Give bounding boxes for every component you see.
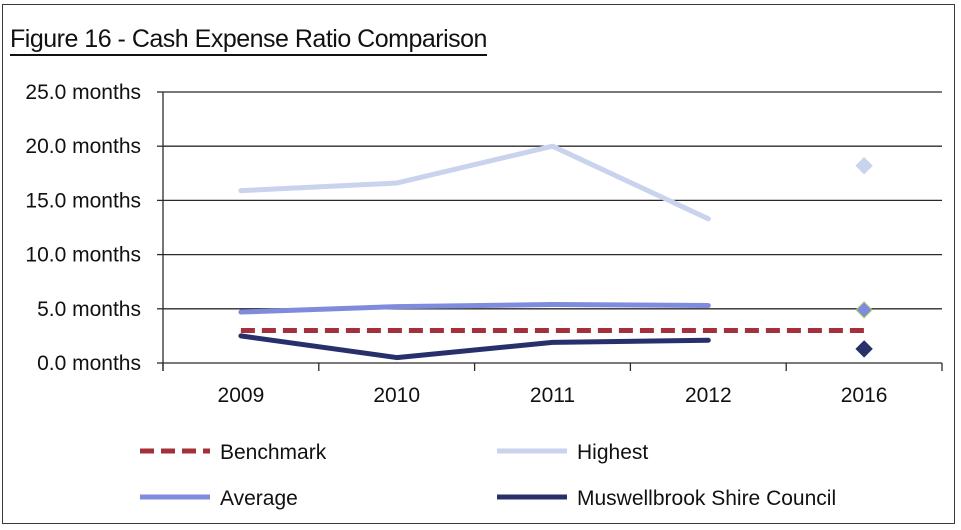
x-tick-label: 2010	[373, 384, 420, 407]
legend-label: Benchmark	[220, 441, 327, 464]
y-tick-label: 0.0 months	[37, 352, 141, 375]
series-marker-2016	[855, 340, 873, 358]
chart-title: Figure 16 - Cash Expense Ratio Compariso…	[10, 24, 487, 56]
x-tick-label: 2009	[218, 384, 265, 407]
y-tick-label: 20.0 months	[25, 135, 141, 158]
y-tick-label: 15.0 months	[25, 189, 141, 212]
legend-label: Muswellbrook Shire Council	[577, 487, 836, 510]
legend-layer: Benchmark Highest Average Muswellbrook Shir…	[140, 441, 836, 510]
legend-label: Average	[220, 487, 298, 510]
x-tick-label: 2016	[841, 384, 888, 407]
y-tick-label: 25.0 months	[25, 81, 141, 104]
x-tick-label: 2012	[685, 384, 732, 407]
x-tick-label: 2011	[530, 384, 575, 407]
legend-label: Highest	[577, 441, 648, 464]
grid-layer	[163, 91, 942, 364]
series-layer	[238, 143, 873, 361]
series-marker-2016	[855, 157, 873, 175]
series-line-muswellbrook-shire-council	[238, 333, 711, 361]
series-line-highest	[238, 143, 711, 222]
axis-layer: 25.0 months 20.0 months 15.0 months 10.0 mo…	[25, 81, 943, 407]
series-line-average	[238, 301, 711, 315]
series-marker-2016	[855, 301, 873, 319]
y-tick-label: 10.0 months	[25, 244, 141, 267]
y-tick-label: 5.0 months	[37, 298, 141, 321]
chart-frame	[2, 4, 955, 524]
